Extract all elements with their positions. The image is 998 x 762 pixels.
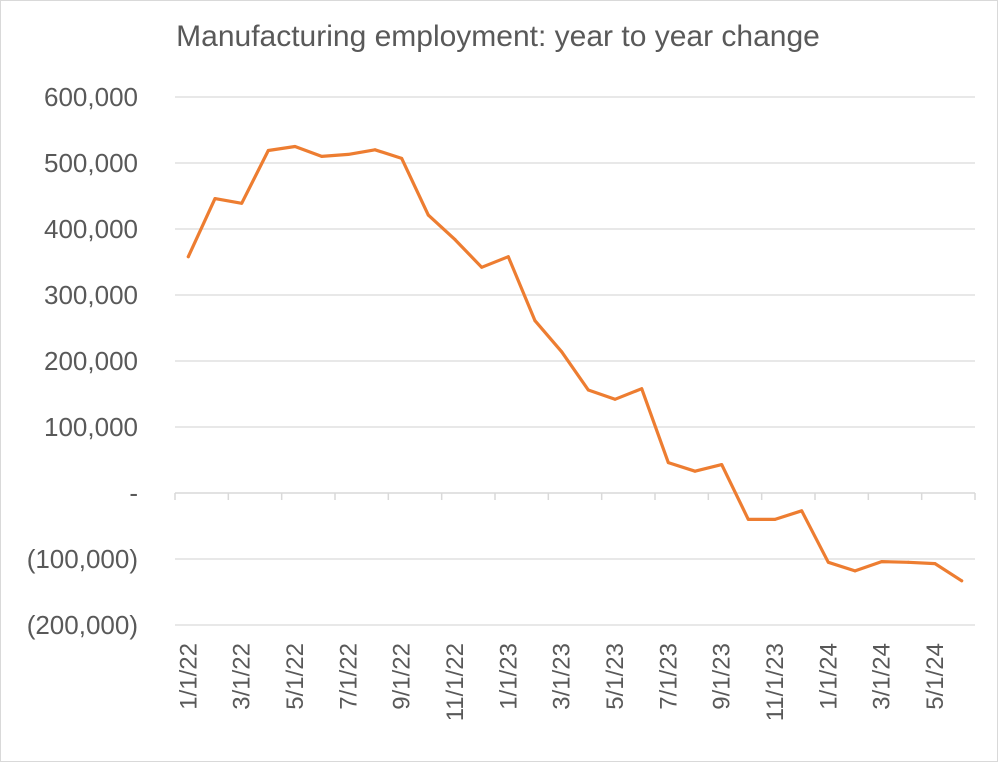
x-tick-label: 7/1/23 bbox=[655, 643, 682, 710]
data-point bbox=[506, 255, 510, 259]
x-tick-label: 11/1/22 bbox=[442, 643, 469, 721]
data-point bbox=[640, 387, 644, 391]
data-point bbox=[960, 579, 964, 583]
y-tick-label: 300,000 bbox=[44, 280, 138, 310]
data-point bbox=[613, 397, 617, 401]
gridlines bbox=[175, 96, 975, 626]
data-point bbox=[720, 463, 724, 467]
data-point bbox=[240, 201, 244, 205]
x-tick-label: 9/1/22 bbox=[389, 643, 416, 710]
data-point bbox=[880, 560, 884, 564]
x-tick-label: 9/1/23 bbox=[709, 643, 736, 710]
x-tick-label: 11/1/23 bbox=[762, 643, 789, 721]
data-point bbox=[933, 562, 937, 566]
data-point bbox=[346, 152, 350, 156]
data-point bbox=[186, 255, 190, 259]
data-point bbox=[800, 509, 804, 513]
data-point bbox=[453, 238, 457, 242]
x-tick-label: 3/1/22 bbox=[229, 643, 256, 710]
data-point bbox=[426, 213, 430, 217]
x-tick-label: 3/1/23 bbox=[549, 643, 576, 710]
data-point bbox=[400, 156, 404, 160]
y-tick-label: (200,000) bbox=[27, 610, 138, 640]
data-point bbox=[906, 560, 910, 564]
x-tick-label: 1/1/23 bbox=[495, 643, 522, 710]
data-point bbox=[693, 469, 697, 473]
data-point bbox=[320, 154, 324, 158]
series-line bbox=[186, 144, 964, 583]
x-tick-labels: 1/1/22 3/1/22 5/1/22 7/1/22 9/1/22 11/1/22 1/1… bbox=[175, 643, 949, 721]
y-tick-label: - bbox=[129, 478, 138, 508]
x-tick-label: 5/1/24 bbox=[922, 643, 949, 710]
data-point bbox=[533, 319, 537, 323]
y-tick-label: 500,000 bbox=[44, 148, 138, 178]
data-point bbox=[666, 461, 670, 465]
data-point bbox=[826, 560, 830, 564]
data-point bbox=[293, 145, 297, 148]
data-point bbox=[746, 517, 750, 521]
y-tick-label: 200,000 bbox=[44, 346, 138, 376]
x-tick-label: 1/1/22 bbox=[175, 643, 202, 710]
data-point bbox=[373, 148, 377, 152]
x-axis bbox=[174, 492, 976, 500]
x-tick-label: 5/1/22 bbox=[282, 643, 309, 710]
chart-title: Manufacturing employment: year to year c… bbox=[176, 20, 820, 53]
x-tick-label: 3/1/24 bbox=[869, 643, 896, 710]
data-point bbox=[586, 388, 590, 392]
data-point bbox=[773, 517, 777, 521]
series-layer bbox=[186, 144, 964, 583]
x-tick-label: 5/1/23 bbox=[602, 643, 629, 710]
x-tick-label: 7/1/22 bbox=[335, 643, 362, 710]
data-point bbox=[266, 148, 270, 152]
x-tick-label: 1/1/24 bbox=[815, 643, 842, 710]
y-tick-label: 600,000 bbox=[44, 82, 138, 112]
data-point bbox=[213, 197, 217, 201]
y-tick-label: 400,000 bbox=[44, 214, 138, 244]
data-point bbox=[560, 350, 564, 354]
y-tick-label: (100,000) bbox=[27, 544, 138, 574]
data-point bbox=[480, 265, 484, 269]
y-tick-label: 100,000 bbox=[44, 412, 138, 442]
data-point bbox=[853, 569, 857, 573]
y-axis: 600,000 500,000 400,000 300,000 200,000 100,0… bbox=[27, 82, 138, 640]
